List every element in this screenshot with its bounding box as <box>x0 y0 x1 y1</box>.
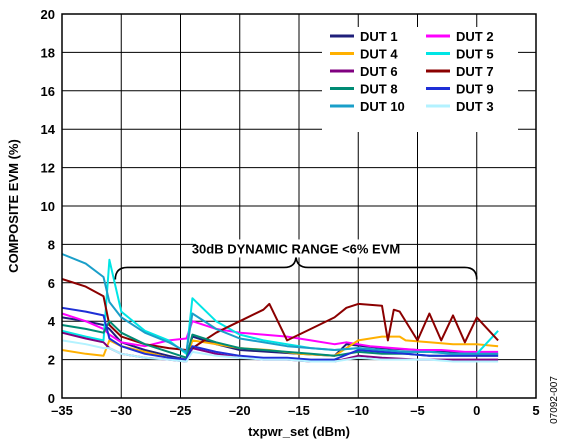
legend-label: DUT 4 <box>360 47 398 62</box>
legend-label: DUT 8 <box>360 82 398 97</box>
plot-frame <box>61 13 537 399</box>
y-tick-label: 20 <box>41 7 55 22</box>
x-tick-label: –15 <box>288 403 310 418</box>
legend-label: DUT 5 <box>456 47 494 62</box>
series-line-dut-9 <box>61 306 499 361</box>
x-axis-title: txpwr_set (dBm) <box>248 424 350 439</box>
series-line-dut-7 <box>61 278 499 351</box>
legend: DUT 1 DUT 2 DUT 4 DUT 5 DUT 6 DUT 7 DUT 8 DUT 9… <box>322 27 518 132</box>
y-tick-label: 0 <box>48 391 55 406</box>
figure-id: 07092-007 <box>549 376 560 424</box>
legend-label: DUT 3 <box>456 99 494 114</box>
legend-label: DUT 9 <box>456 82 494 97</box>
x-tick-label: 0 <box>473 403 480 418</box>
legend-background <box>322 27 518 132</box>
annotation-background <box>196 239 397 258</box>
y-axis-ticks: 0 2 4 6 8 10 12 14 16 18 20 <box>41 7 56 406</box>
y-tick-label: 18 <box>41 45 55 60</box>
legend-label: DUT 1 <box>360 29 398 44</box>
y-axis-title: COMPOSITE EVM (%) <box>6 139 21 273</box>
y-tick-label: 4 <box>48 314 56 329</box>
x-axis-ticks: –35 –30 –25 –20 –15 –10 –5 0 5 <box>51 403 539 418</box>
series-layer <box>61 253 499 363</box>
x-tick-label: –35 <box>51 403 73 418</box>
series-line-dut-10 <box>61 253 499 355</box>
x-tick-label: –5 <box>410 403 424 418</box>
x-tick-label: –30 <box>110 403 132 418</box>
annotation-text: 30dB DYNAMIC RANGE <6% EVM <box>192 241 400 256</box>
y-tick-label: 16 <box>41 84 55 99</box>
dynamic-range-brace <box>114 255 478 280</box>
x-tick-label: –10 <box>347 403 369 418</box>
legend-label: DUT 2 <box>456 29 494 44</box>
legend-label: DUT 10 <box>360 99 405 114</box>
y-tick-label: 14 <box>41 122 56 137</box>
legend-label: DUT 7 <box>456 64 494 79</box>
y-tick-label: 10 <box>41 199 55 214</box>
legend-label: DUT 6 <box>360 64 398 79</box>
y-tick-label: 2 <box>48 353 55 368</box>
y-tick-label: 8 <box>48 237 55 252</box>
x-tick-label: 5 <box>532 403 539 418</box>
x-tick-label: –25 <box>170 403 192 418</box>
series-line-dut-5 <box>61 258 499 355</box>
annotation: 30dB DYNAMIC RANGE <6% EVM <box>114 239 478 280</box>
y-tick-label: 12 <box>41 161 55 176</box>
x-tick-label: –20 <box>229 403 251 418</box>
series-line-dut-2 <box>61 312 499 353</box>
series-line-dut-3 <box>61 339 499 363</box>
y-tick-label: 6 <box>48 276 55 291</box>
